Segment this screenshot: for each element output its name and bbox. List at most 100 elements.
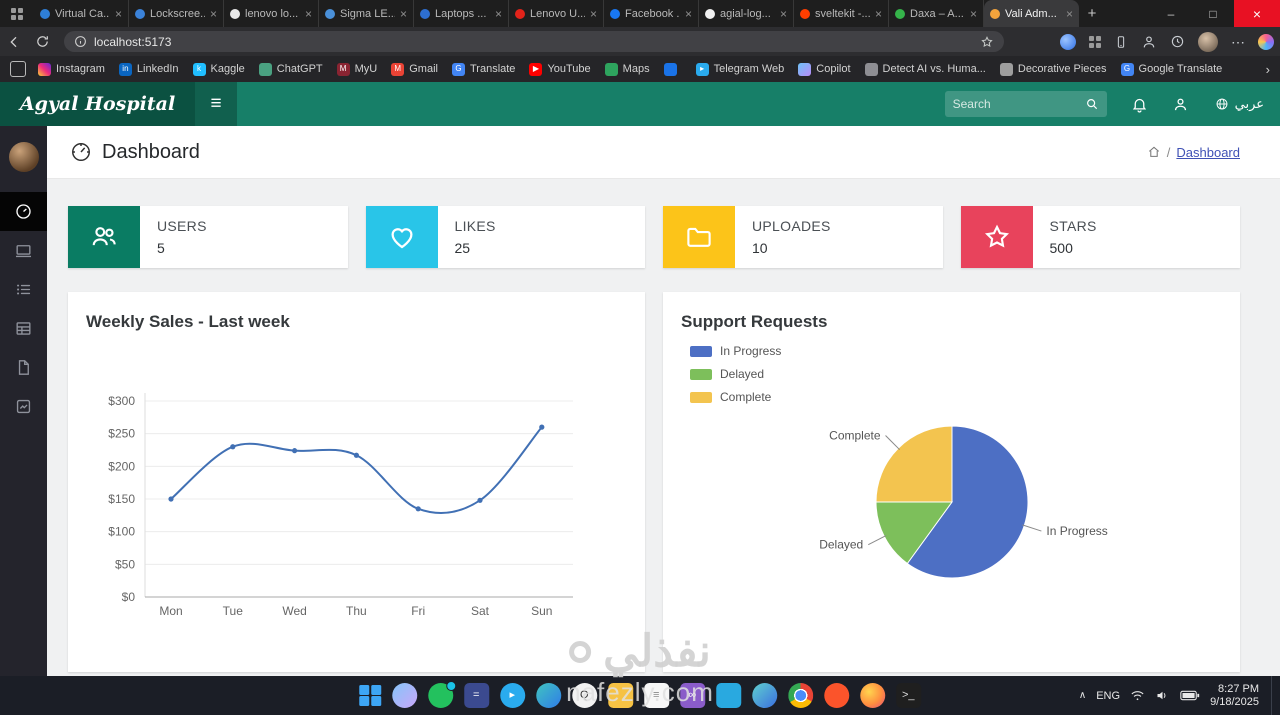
taskbar-app-icon[interactable]: [715, 683, 741, 708]
breadcrumb-current[interactable]: Dashboard: [1176, 144, 1240, 160]
taskbar-app-icon[interactable]: [823, 683, 849, 708]
browser-tab[interactable]: Lockscree... ×: [129, 0, 224, 27]
browser-tab[interactable]: sveltekit -... ×: [794, 0, 889, 27]
address-url[interactable]: localhost:5173: [94, 34, 172, 49]
user-profile-icon[interactable]: [1172, 96, 1189, 113]
taskbar-app-icon[interactable]: ≡: [643, 683, 669, 708]
stat-card-users[interactable]: USERS 5: [68, 206, 348, 268]
bookmark[interactable]: M Gmail: [391, 62, 438, 76]
tab-close-icon[interactable]: ×: [1065, 6, 1073, 21]
sidebar-panel-icon[interactable]: [10, 61, 26, 77]
bookmark[interactable]: M MyU: [336, 62, 377, 76]
taskbar-app-icon[interactable]: ∞: [679, 683, 705, 708]
tab-close-icon[interactable]: ×: [684, 6, 692, 21]
language-switch[interactable]: عربي: [1215, 96, 1264, 112]
tab-close-icon[interactable]: ×: [589, 6, 597, 21]
favorites-star-icon[interactable]: [980, 35, 994, 49]
tray-clock[interactable]: 8:27 PM 9/18/2025: [1210, 683, 1259, 709]
browser-tab[interactable]: Daxa – A... ×: [889, 0, 984, 27]
bookmark[interactable]: Detect AI vs. Huma...: [864, 62, 986, 76]
bookmarks-overflow-icon[interactable]: ›: [1265, 61, 1270, 77]
site-info-icon[interactable]: [74, 35, 87, 48]
tab-close-icon[interactable]: ×: [304, 6, 312, 21]
stat-card-uploads[interactable]: UPLOADES 10: [663, 206, 943, 268]
profile-icon[interactable]: [1141, 34, 1157, 50]
copilot-discover-icon[interactable]: [1060, 33, 1076, 50]
tray-language[interactable]: ENG: [1096, 689, 1121, 702]
apps-grid-icon[interactable]: [1089, 35, 1101, 48]
browser-tab[interactable]: Vali Adm... ×: [984, 0, 1079, 27]
tab-close-icon[interactable]: ×: [209, 6, 217, 21]
refresh-icon[interactable]: [28, 27, 56, 56]
show-desktop-button[interactable]: [1271, 676, 1274, 715]
sidebar-item-pages[interactable]: [0, 348, 47, 387]
battery-icon[interactable]: [1180, 690, 1200, 701]
taskbar-app-icon[interactable]: >_: [895, 683, 921, 708]
bookmark[interactable]: ▶ YouTube: [529, 62, 591, 76]
tab-close-icon[interactable]: ×: [494, 6, 502, 21]
history-icon[interactable]: [1170, 34, 1185, 49]
taskbar-app-icon[interactable]: [391, 683, 417, 708]
legend-item[interactable]: Complete: [690, 390, 781, 404]
more-menu-icon[interactable]: ⋯: [1231, 33, 1245, 50]
tab-close-icon[interactable]: ×: [969, 6, 977, 21]
support-requests-pie-chart[interactable]: In Progress Delayed Complete: [663, 292, 1240, 672]
tab-close-icon[interactable]: ×: [779, 6, 787, 21]
tab-close-icon[interactable]: ×: [399, 6, 407, 21]
legend-item[interactable]: Delayed: [690, 367, 781, 381]
minimize-button[interactable]: –: [1167, 6, 1175, 21]
search-box[interactable]: [944, 91, 1107, 117]
copilot-icon[interactable]: [1258, 33, 1274, 50]
notifications-bell-icon[interactable]: [1131, 96, 1148, 113]
maximize-button[interactable]: □: [1209, 6, 1217, 21]
sidebar-toggle-button[interactable]: ≡: [195, 82, 237, 126]
sidebar-avatar[interactable]: [8, 142, 39, 172]
sidebar-item-forms[interactable]: [0, 270, 47, 309]
search-icon[interactable]: [1085, 97, 1099, 111]
avatar[interactable]: [1198, 31, 1218, 52]
weekly-sales-line-chart[interactable]: $0 $50 $100 $150 $200 $250 $300 Mon Tue Wed Thu Fri…: [68, 292, 645, 672]
taskbar-app-icon[interactable]: [859, 683, 885, 708]
bookmark[interactable]: Decorative Pieces: [999, 62, 1107, 76]
taskbar-app-icon[interactable]: ▸: [499, 683, 525, 708]
start-button[interactable]: [359, 684, 381, 707]
tab-close-icon[interactable]: ×: [114, 6, 122, 21]
phone-icon[interactable]: [1114, 34, 1128, 50]
bookmark[interactable]: Instagram: [38, 62, 105, 76]
address-bar[interactable]: localhost:5173: [64, 31, 1004, 52]
bookmark[interactable]: G Translate: [451, 62, 515, 76]
home-icon[interactable]: [1147, 145, 1161, 159]
back-icon[interactable]: [0, 27, 28, 56]
search-input[interactable]: [952, 97, 1079, 111]
taskbar-app-icon[interactable]: [535, 683, 561, 708]
browser-tab[interactable]: agial-log... ×: [699, 0, 794, 27]
browser-tab[interactable]: Sigma LE... ×: [319, 0, 414, 27]
bookmark[interactable]: ▸ Telegram Web: [695, 62, 784, 76]
taskbar-app-icon[interactable]: [427, 681, 456, 708]
browser-tab[interactable]: lenovo lo... ×: [224, 0, 319, 27]
new-tab-button[interactable]: +: [1087, 5, 1097, 22]
taskbar-app-icon[interactable]: [787, 683, 813, 708]
legend-item[interactable]: In Progress: [690, 344, 781, 358]
volume-icon[interactable]: [1155, 689, 1170, 702]
browser-tab[interactable]: Laptops ... ×: [414, 0, 509, 27]
taskbar-app-icon[interactable]: [751, 683, 777, 708]
bookmark[interactable]: k Kaggle: [192, 62, 245, 76]
stat-card-stars[interactable]: STARS 500: [960, 206, 1240, 268]
bookmark[interactable]: in LinkedIn: [118, 62, 179, 76]
tray-chevron-icon[interactable]: ∧: [1078, 690, 1087, 701]
logo-block[interactable]: Agyal Hospital: [0, 82, 195, 126]
bookmark[interactable]: Copilot: [798, 62, 851, 76]
taskbar-app-icon[interactable]: =: [463, 683, 489, 708]
taskbar-app-icon[interactable]: [607, 683, 633, 708]
bookmark[interactable]: Maps: [604, 62, 650, 76]
browser-tab[interactable]: Facebook ... ×: [604, 0, 699, 27]
bookmark[interactable]: G Google Translate: [1120, 62, 1222, 76]
tab-close-icon[interactable]: ×: [874, 6, 882, 21]
tab-workspaces-icon[interactable]: [0, 0, 34, 27]
wifi-icon[interactable]: [1130, 689, 1145, 702]
sidebar-item-widgets[interactable]: [0, 231, 47, 270]
stat-card-likes[interactable]: LIKES 25: [365, 206, 645, 268]
browser-tab[interactable]: Lenovo U... ×: [509, 0, 604, 27]
bookmark[interactable]: [663, 62, 682, 76]
